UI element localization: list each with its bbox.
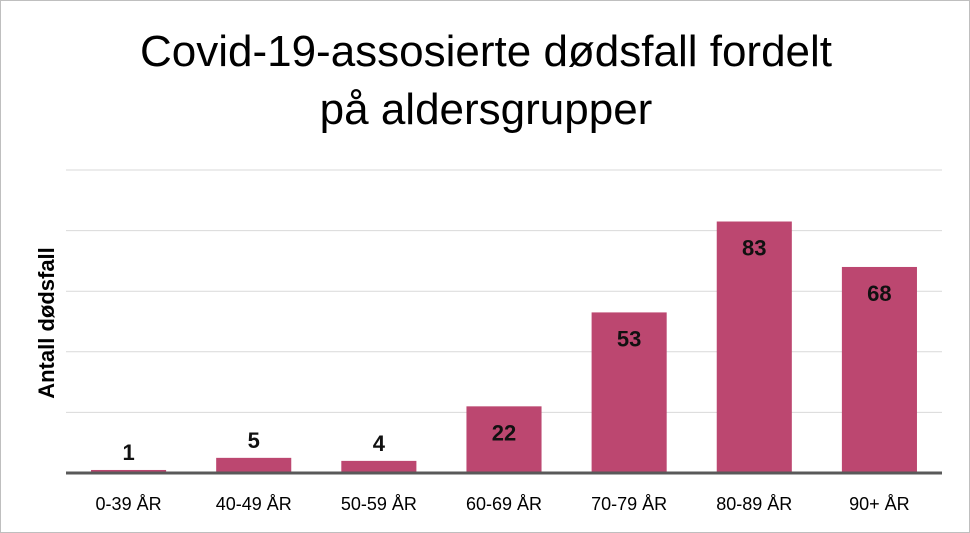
bar: [591, 312, 667, 473]
bar: [841, 266, 917, 473]
bar: [341, 460, 417, 473]
data-label: 1: [122, 440, 134, 465]
chart-title-line-1: Covid-19-assosierte dødsfall fordelt: [139, 27, 833, 76]
bar: [716, 221, 792, 473]
x-tick-label: 70-79 ÅR: [591, 494, 667, 514]
bar: [216, 457, 292, 473]
x-tick-label: 60-69 ÅR: [466, 494, 542, 514]
x-tick-label: 40-49 ÅR: [216, 494, 292, 514]
data-label: 68: [867, 281, 891, 306]
chart-title: Covid-19-assosierte dødsfall fordelt på …: [1, 23, 970, 139]
x-tick-label: 50-59 ÅR: [341, 494, 417, 514]
data-label: 83: [742, 236, 766, 261]
data-label: 22: [492, 420, 516, 445]
data-label: 4: [373, 431, 386, 456]
data-label: 53: [617, 326, 641, 351]
x-tick-label: 0-39 ÅR: [96, 494, 162, 514]
chart-title-line-2: på aldersgrupper: [319, 85, 653, 134]
x-tick-label: 90+ ÅR: [849, 494, 910, 514]
bar: [91, 469, 167, 473]
data-label: 5: [248, 428, 260, 453]
bar: [466, 406, 542, 473]
x-tick-label: 80-89 ÅR: [716, 494, 792, 514]
